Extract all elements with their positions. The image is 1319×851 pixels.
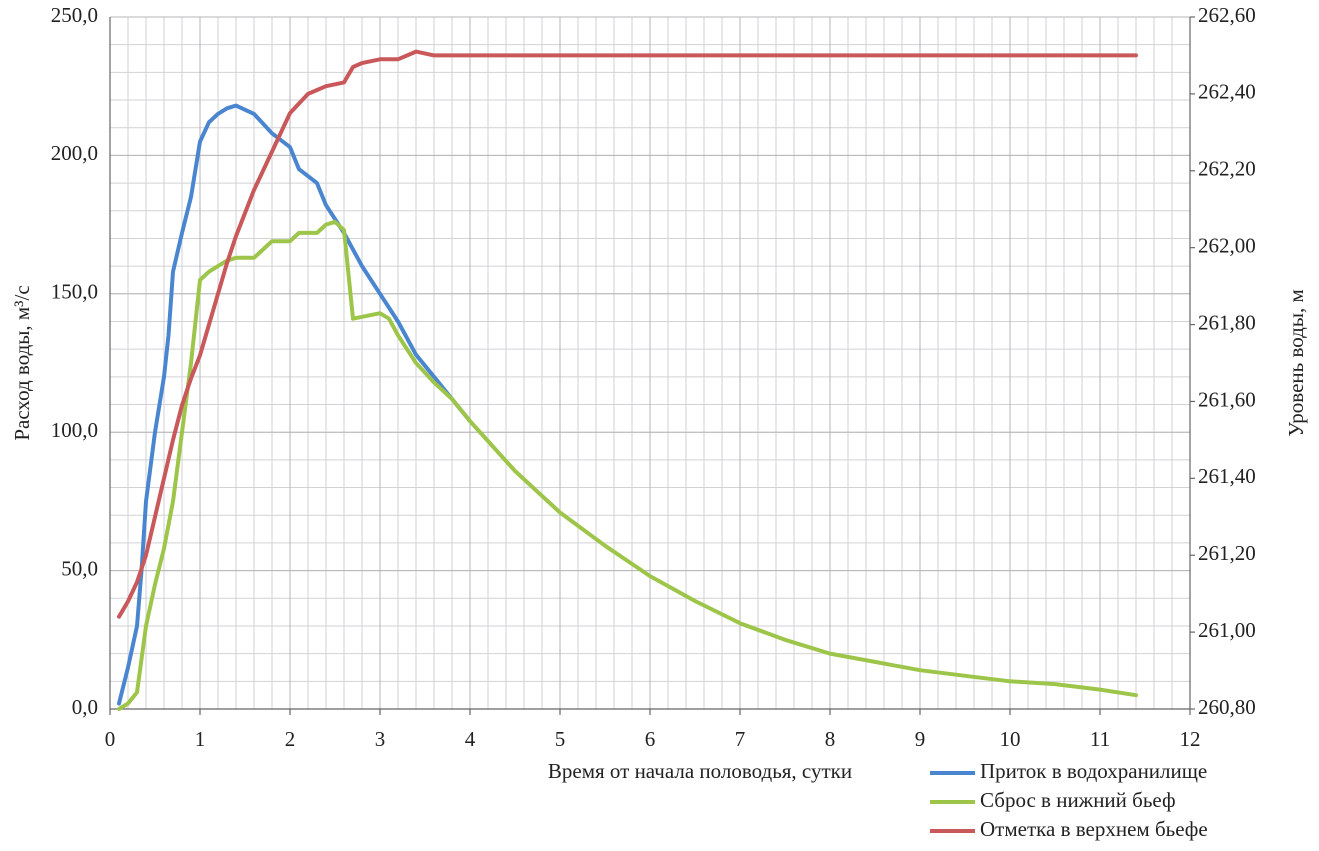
series-line [117,49,1138,619]
y-tick-label: 50,0 [61,556,98,580]
x-tick-label: 6 [645,727,656,751]
legend-label: Приток в водохранилище [980,759,1207,783]
y-tick-label: 250,0 [51,3,98,27]
legend-label: Сброс в нижний бьеф [980,788,1176,812]
y2-tick-label: 262,20 [1198,157,1256,181]
y2-tick-label: 262,40 [1198,80,1256,104]
x-tick-label: 5 [555,727,566,751]
x-tick-label: 12 [1180,727,1201,751]
y2-tick-label: 261,20 [1198,541,1256,565]
y-tick-label: 150,0 [51,280,98,304]
y2-tick-label: 262,00 [1198,233,1256,257]
legend-label: Отметка в верхнем бьефе [980,817,1208,841]
series-line [117,103,472,706]
x-tick-label: 9 [915,727,926,751]
y2-tick-label: 261,60 [1198,387,1256,411]
x-tick-label: 7 [735,727,746,751]
y-axis-label: Расход воды, м³/с [10,285,34,440]
x-tick-label: 10 [1000,727,1021,751]
x-tick-label: 8 [825,727,836,751]
y2-tick-label: 262,60 [1198,3,1256,27]
x-tick-label: 4 [465,727,476,751]
x-axis-label: Время от начала половодья, сутки [548,759,852,783]
y-tick-label: 0,0 [72,695,98,719]
x-tick-label: 11 [1090,727,1110,751]
x-tick-label: 1 [195,727,206,751]
y2-tick-label: 261,80 [1198,310,1256,334]
x-tick-label: 3 [375,727,386,751]
y2-tick-label: 261,00 [1198,618,1256,642]
y2-tick-label: 260,80 [1198,695,1256,719]
x-tick-label: 2 [285,727,296,751]
y-tick-label: 200,0 [51,141,98,165]
y-tick-label: 100,0 [51,418,98,442]
y2-tick-label: 261,40 [1198,464,1256,488]
series-line [117,219,1138,711]
x-tick-label: 0 [105,727,116,751]
y2-axis-label: Уровень воды, м [1284,289,1308,436]
